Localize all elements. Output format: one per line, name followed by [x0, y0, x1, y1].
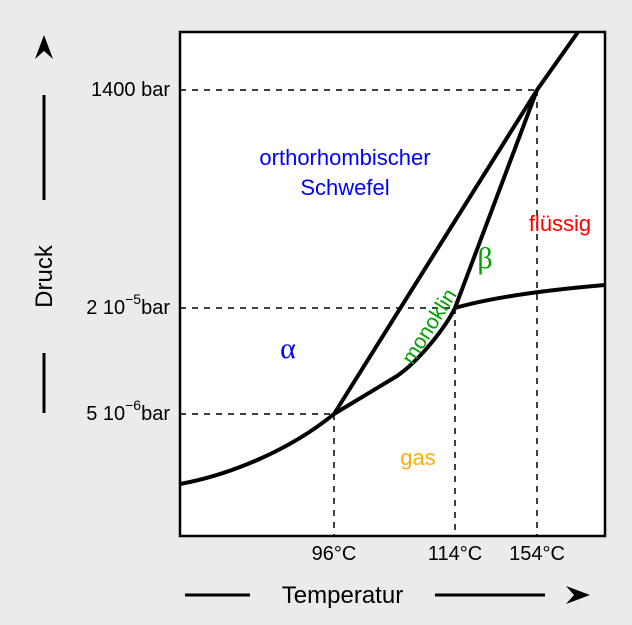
svg-text:96°C: 96°C [312, 543, 357, 565]
svg-text:orthorhombischer: orthorhombischer [259, 145, 430, 170]
phase-diagram-container: 1400 bar2 10−5bar5 10−6bar96°C114°C154°C… [0, 0, 632, 625]
svg-text:gas: gas [400, 445, 435, 470]
svg-text:Druck: Druck [31, 244, 58, 308]
svg-text:flüssig: flüssig [529, 211, 591, 236]
svg-text:Schwefel: Schwefel [300, 175, 389, 200]
svg-text:1400 bar: 1400 bar [91, 79, 170, 101]
phase-diagram-svg: 1400 bar2 10−5bar5 10−6bar96°C114°C154°C… [0, 0, 632, 625]
svg-text:α: α [280, 332, 296, 365]
svg-text:154°C: 154°C [509, 543, 565, 565]
svg-text:β: β [477, 242, 492, 275]
svg-text:114°C: 114°C [428, 543, 482, 565]
svg-text:Temperatur: Temperatur [282, 582, 403, 609]
